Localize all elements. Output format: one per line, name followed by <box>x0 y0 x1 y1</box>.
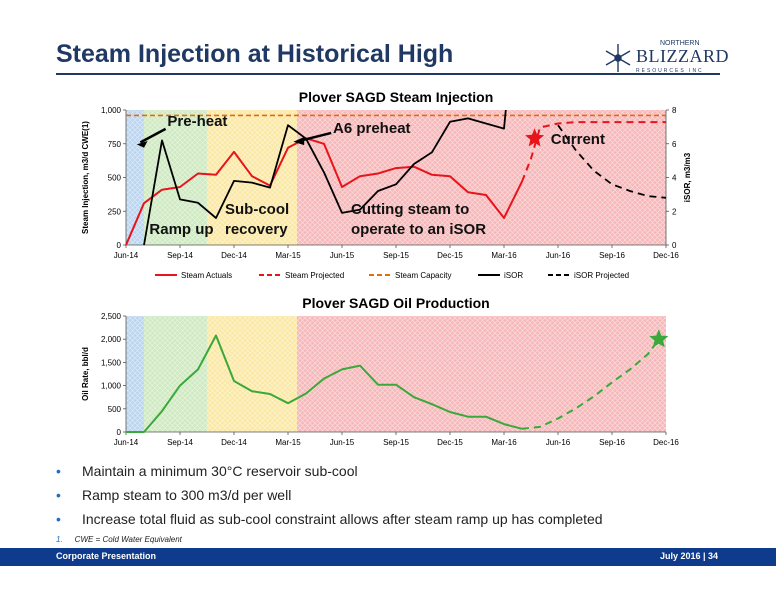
chart-title: Plover SAGD Steam Injection <box>299 89 494 105</box>
x-tick-label: Sep-16 <box>599 251 625 260</box>
x-tick-label: Jun-14 <box>114 438 139 447</box>
logo-main-text: BLIZZARD <box>636 46 729 66</box>
y2-tick-label: 4 <box>672 174 677 183</box>
bullet-item: • Ramp steam to 300 m3/d per well <box>56 486 716 510</box>
series-oil-projected <box>521 338 660 430</box>
y-axis-label: Steam Injection, m3/d CWE(1) <box>81 121 90 234</box>
y2-tick-label: 0 <box>672 241 677 250</box>
y2-tick-label: 8 <box>672 106 677 115</box>
y2-tick-label: 2 <box>672 207 677 216</box>
chart-annotation: A6 preheat <box>333 120 411 137</box>
current-star-marker <box>525 128 545 147</box>
chart-title: Plover SAGD Oil Production <box>302 295 489 311</box>
steam-injection-chart: Plover SAGD Steam Injection 0 250 500 750 1,0… <box>81 89 692 280</box>
chart-annotation: Current <box>551 131 605 148</box>
logo-sub-text: RESOURCES INC <box>636 68 704 74</box>
x-tick-label: Sep-16 <box>599 438 625 447</box>
x-tick-label: Jun-16 <box>546 251 571 260</box>
y2-tick-label: 6 <box>672 140 677 149</box>
phase-band <box>207 316 297 432</box>
y-tick-label: 500 <box>108 405 122 414</box>
footnote-number: 1. <box>56 535 63 544</box>
x-tick-label: Mar-15 <box>275 438 301 447</box>
x-tick-label: Sep-14 <box>167 438 193 447</box>
x-tick-label: Dec-14 <box>221 438 247 447</box>
bullet-list: • Maintain a minimum 30°C reservoir sub-c… <box>56 462 716 534</box>
y-tick-label: 750 <box>108 140 122 149</box>
oil-production-chart: Plover SAGD Oil Production 0 500 1,000 1,500… <box>81 295 679 447</box>
x-tick-label: Dec-14 <box>221 251 247 260</box>
y-tick-label: 0 <box>117 428 122 437</box>
x-tick-label: Jun-15 <box>330 251 355 260</box>
bullet-dot-icon: • <box>56 511 61 527</box>
y-tick-label: 250 <box>108 207 122 216</box>
series-oil-actuals <box>126 334 523 433</box>
bullet-text: Increase total fluid as sub-cool constra… <box>82 511 603 527</box>
bullet-dot-icon: • <box>56 463 61 479</box>
footer-bar: Corporate Presentation July 2016 | 34 <box>0 548 776 566</box>
bullet-text: Ramp steam to 300 m3/d per well <box>82 487 292 503</box>
legend-label: Steam Projected <box>285 271 344 280</box>
target-star-marker <box>649 329 669 348</box>
footnote: 1. CWE = Cold Water Equivalent <box>56 535 182 544</box>
arrow-head <box>293 137 305 146</box>
phase-band <box>126 316 144 432</box>
y2-axis-label: iSOR, m3/m3 <box>683 152 692 202</box>
series-steam-actuals <box>125 137 523 246</box>
legend-label: iSOR Projected <box>574 271 629 280</box>
chart-annotation: Ramp up <box>149 221 213 238</box>
annotation-arrow <box>139 127 167 144</box>
phase-band <box>207 110 297 245</box>
footnote-text: CWE = Cold Water Equivalent <box>74 535 182 544</box>
chart-annotation: Cutting steam to <box>351 201 469 218</box>
y-tick-label: 1,000 <box>101 382 122 391</box>
x-tick-label: Jun-16 <box>546 438 571 447</box>
x-tick-label: Dec-16 <box>653 438 679 447</box>
legend-label: iSOR <box>504 271 523 280</box>
x-tick-label: Jun-14 <box>114 251 139 260</box>
chart-annotation: Pre-heat <box>167 113 227 130</box>
bullet-text: Maintain a minimum 30°C reservoir sub-co… <box>82 463 358 479</box>
x-tick-label: Mar-16 <box>491 438 517 447</box>
y-tick-label: 1,500 <box>101 358 122 367</box>
chart-annotation: recovery <box>225 221 288 238</box>
bullet-item: • Increase total fluid as sub-cool constr… <box>56 510 716 534</box>
y-tick-label: 2,500 <box>101 312 122 321</box>
footer-right-text: July 2016 | 34 <box>659 551 718 561</box>
y-tick-label: 2,000 <box>101 335 122 344</box>
x-tick-label: Dec-15 <box>437 251 463 260</box>
x-tick-label: Mar-15 <box>275 251 301 260</box>
title-rule <box>56 73 720 75</box>
company-logo: NORTHERN BLIZZARD RESOURCES INC <box>600 40 730 76</box>
phase-band <box>144 316 207 432</box>
y-tick-label: 500 <box>108 174 122 183</box>
legend-label: Steam Actuals <box>181 271 232 280</box>
chart-annotation: Sub-cool <box>225 201 289 218</box>
series-isor <box>143 109 507 246</box>
x-tick-label: Sep-15 <box>383 251 409 260</box>
y-tick-label: 0 <box>117 241 122 250</box>
bullet-item: • Maintain a minimum 30°C reservoir sub-c… <box>56 462 716 486</box>
chart-annotation: operate to an iSOR <box>351 221 486 238</box>
footer-left-text: Corporate Presentation <box>56 551 157 561</box>
phase-band <box>144 110 207 245</box>
phase-band <box>297 316 666 432</box>
arrow-head <box>136 141 148 148</box>
slide-title: Steam Injection at Historical High <box>56 40 454 68</box>
x-tick-label: Dec-15 <box>437 438 463 447</box>
x-tick-label: Sep-14 <box>167 251 193 260</box>
logo-top-text: NORTHERN <box>660 40 700 47</box>
snowflake-icon <box>605 44 631 72</box>
y-tick-label: 1,000 <box>101 106 122 115</box>
x-tick-label: Mar-16 <box>491 251 517 260</box>
y-axis-label: Oil Rate, bbl/d <box>81 347 90 401</box>
legend-label: Steam Capacity <box>395 271 451 280</box>
x-tick-label: Sep-15 <box>383 438 409 447</box>
x-tick-label: Jun-15 <box>330 438 355 447</box>
bullet-dot-icon: • <box>56 487 61 503</box>
x-tick-label: Dec-16 <box>653 251 679 260</box>
